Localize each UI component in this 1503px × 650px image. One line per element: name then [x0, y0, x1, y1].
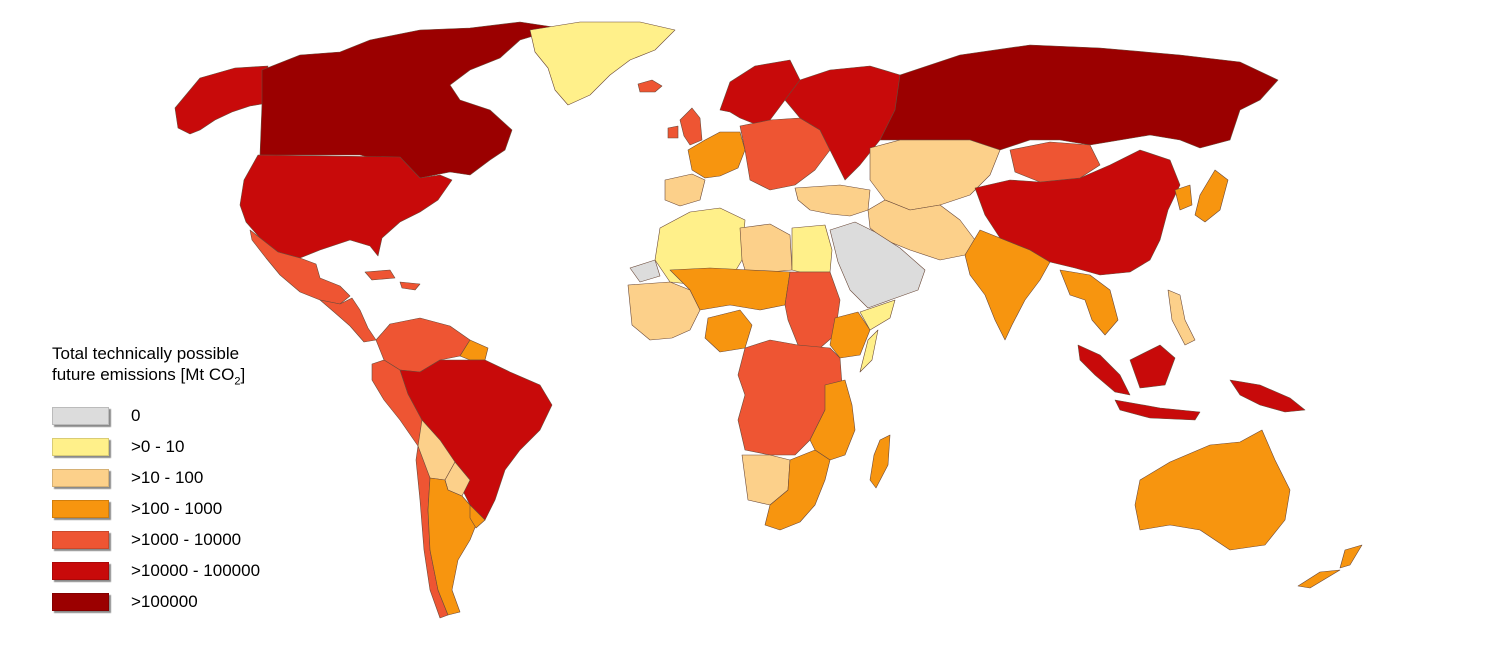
legend-title-line2-suffix: ]: [240, 365, 246, 384]
region-egypt: [791, 224, 833, 273]
legend-label: >10000 - 100000: [131, 560, 261, 580]
legend-label: >100 - 1000: [131, 498, 223, 518]
region-argentina: [427, 477, 479, 616]
region-uruguay: [469, 504, 486, 529]
region-philippines: [1167, 289, 1196, 346]
legend-title: Total technically possible future emissi…: [52, 343, 312, 392]
region-west-africa: [627, 281, 701, 341]
region-central-america: [319, 297, 377, 343]
legend-row: >100000: [52, 586, 312, 617]
region-western-europe: [687, 131, 746, 179]
region-nigeria: [704, 309, 753, 353]
region-new-guinea: [1229, 379, 1306, 413]
region-iceland: [637, 79, 663, 93]
region-east-africa: [809, 379, 856, 461]
region-western-sahara: [629, 259, 661, 283]
region-united-states: [239, 154, 453, 259]
region-mongolia: [1009, 141, 1101, 183]
region-russia-west: [784, 65, 901, 181]
region-eastern-europe: [739, 117, 831, 191]
legend-swatch: [52, 530, 109, 549]
region-mexico: [249, 229, 351, 305]
legend-row: >1000 - 10000: [52, 524, 312, 555]
legend-label: >1000 - 10000: [131, 529, 242, 549]
legend-row: >10 - 100: [52, 462, 312, 493]
region-uk-ireland: [667, 107, 703, 146]
region-horn-africa: [859, 299, 896, 373]
legend-swatch: [52, 499, 109, 518]
region-scandinavia: [719, 59, 801, 125]
region-middle-east: [794, 184, 871, 217]
legend-swatch: [52, 437, 109, 456]
legend-swatch: [52, 406, 109, 425]
legend-title-line1: Total technically possible: [52, 344, 240, 363]
region-indonesia: [1077, 344, 1201, 421]
region-alaska: [174, 65, 269, 135]
legend-title-line2-prefix: future emissions [Mt CO: [52, 365, 235, 384]
region-russia: [879, 44, 1279, 151]
region-arabia: [829, 221, 926, 309]
legend-label: >10 - 100: [131, 467, 204, 487]
legend-row: >10000 - 100000: [52, 555, 312, 586]
legend-label: >0 - 10: [131, 436, 185, 456]
legend-swatch: [52, 468, 109, 487]
legend-swatch: [52, 561, 109, 580]
legend-row: >100 - 1000: [52, 493, 312, 524]
region-iberia: [664, 173, 706, 207]
legend-label: 0: [131, 405, 141, 425]
map-legend: Total technically possible future emissi…: [52, 343, 312, 617]
region-australia: [1134, 429, 1291, 551]
region-caribbean: [364, 269, 421, 291]
region-kazakhstan-central-asia: [869, 139, 1001, 211]
legend-swatch: [52, 592, 109, 611]
region-southeast-asia: [1059, 269, 1119, 336]
region-ethiopia: [829, 311, 871, 359]
region-new-zealand: [1297, 544, 1363, 589]
region-korea-japan: [1174, 169, 1229, 223]
region-mali-niger: [669, 267, 791, 311]
region-southern-africa: [764, 449, 831, 531]
legend-label: >100000: [131, 591, 198, 611]
legend-row: >0 - 10: [52, 431, 312, 462]
legend-row: 0: [52, 400, 312, 431]
region-libya: [739, 223, 793, 273]
region-madagascar: [869, 434, 891, 489]
legend-title-line2-sub: 2: [234, 375, 241, 388]
region-greenland: [529, 21, 676, 106]
